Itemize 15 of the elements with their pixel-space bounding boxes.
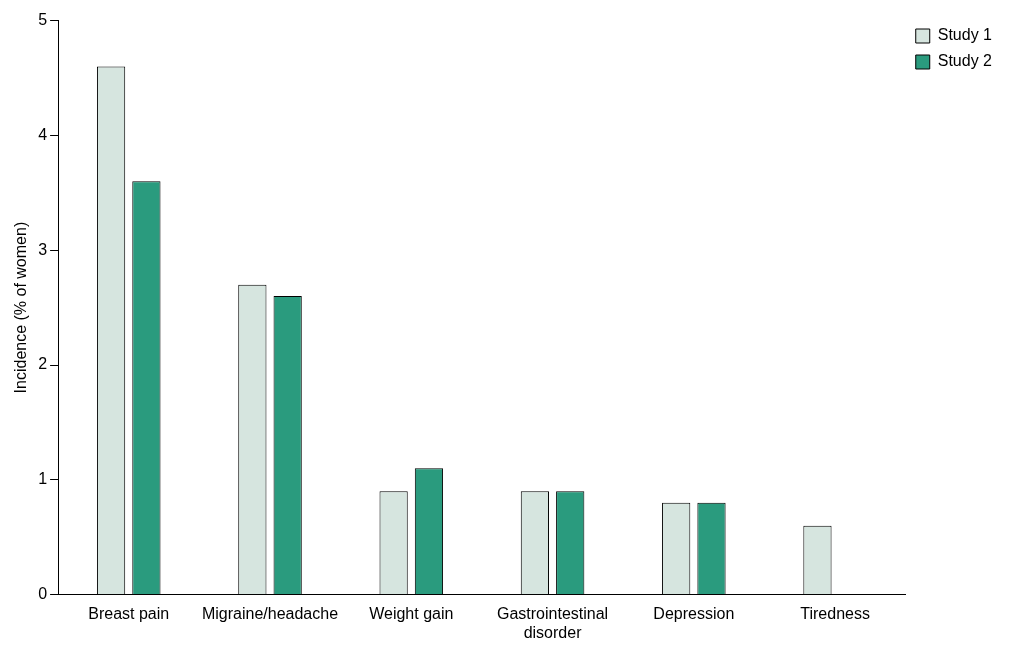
y-tick-label: 2	[38, 355, 48, 373]
x-tick-label: Depression	[653, 604, 735, 622]
legend-label: Study 2	[937, 52, 993, 70]
y-tick-label: 5	[38, 11, 48, 29]
y-tick-label: 4	[38, 125, 48, 143]
y-tick-label: 1	[38, 470, 48, 488]
y-tick-label: 0	[38, 585, 48, 603]
x-tick-label: Migraine/headache	[201, 604, 339, 622]
x-tick-label: Weight gain	[369, 604, 454, 622]
x-tick-label: Breast pain	[88, 604, 170, 622]
y-axis-title: Incidence (% of women)	[12, 221, 30, 394]
x-tick-label: Gastrointestinal disorder	[496, 604, 609, 641]
legend-label: Study 1	[937, 26, 993, 44]
y-tick-label: 3	[38, 240, 48, 258]
x-tick-label: Tiredness	[800, 604, 870, 622]
